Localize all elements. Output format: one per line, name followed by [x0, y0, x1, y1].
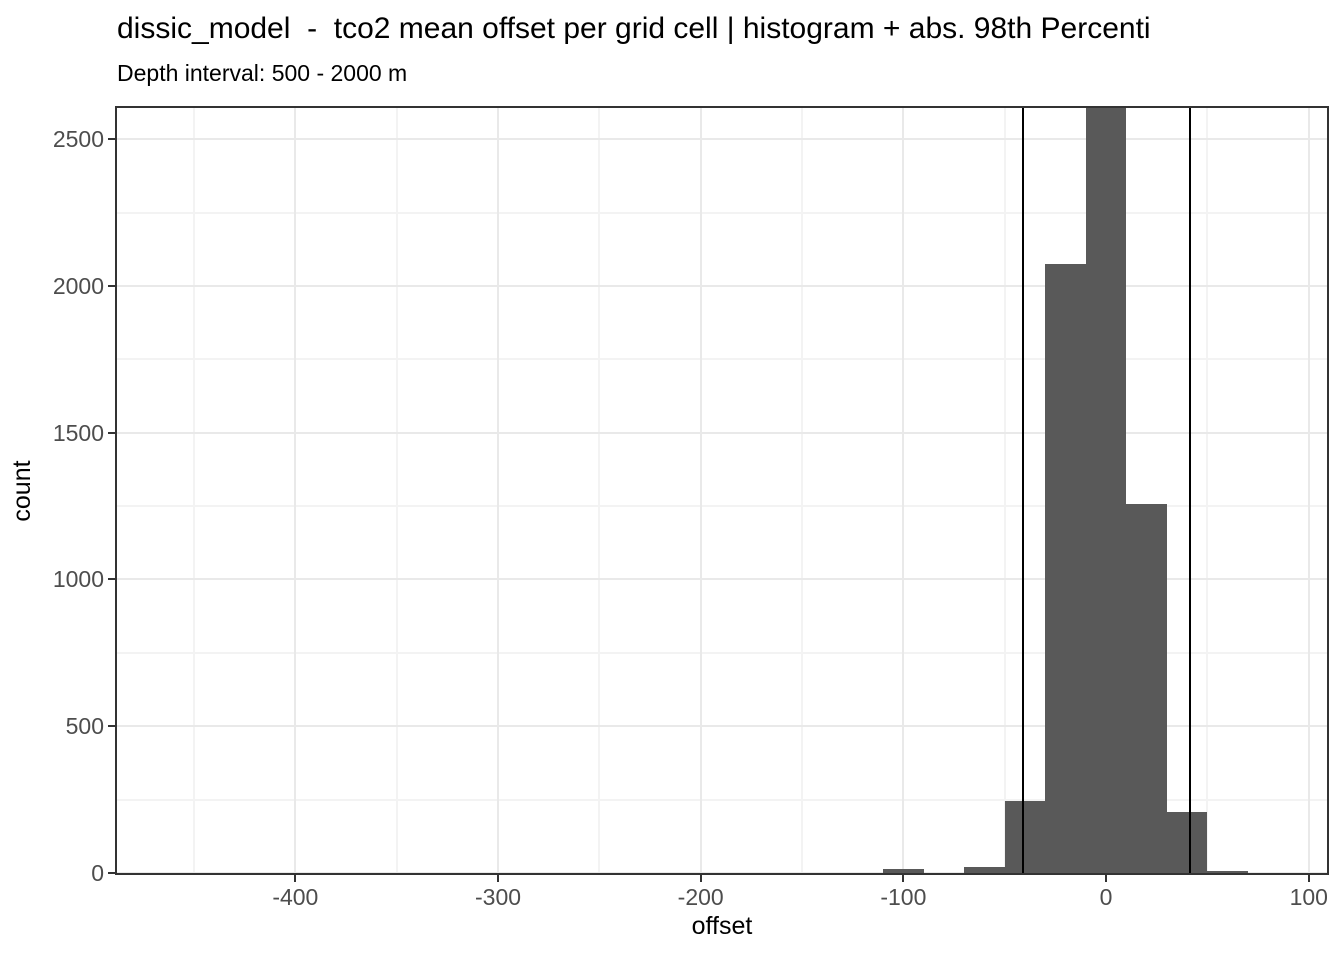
y-minor-gridline [117, 211, 1327, 214]
x-minor-gridline [801, 108, 804, 873]
x-minor-gridline [193, 108, 196, 873]
y-minor-gridline [117, 358, 1327, 361]
histogram-bar [1045, 264, 1086, 873]
y-tick-mark [108, 138, 115, 141]
y-major-gridline [117, 431, 1327, 434]
x-minor-gridline [598, 108, 601, 873]
y-tick-label: 0 [91, 860, 104, 886]
plot-subtitle: Depth interval: 500 - 2000 m [117, 60, 408, 86]
x-tick-mark [1105, 875, 1108, 882]
y-minor-gridline [117, 651, 1327, 654]
y-tick-label: 2500 [52, 126, 104, 153]
histogram-bar [1004, 801, 1046, 873]
x-tick-label: 0 [1099, 884, 1113, 910]
y-major-gridline [117, 138, 1327, 141]
y-minor-gridline [117, 798, 1327, 801]
x-minor-gridline [1206, 108, 1209, 873]
plot-title: dissic_model - tco2 mean offset per grid… [117, 12, 1151, 45]
x-major-gridline [497, 108, 500, 873]
percentile-vline [1188, 108, 1191, 873]
y-tick-mark [108, 872, 115, 874]
x-minor-gridline [1003, 108, 1006, 873]
x-tick-mark [699, 875, 702, 882]
histogram-bar [1166, 811, 1208, 873]
x-tick-mark [902, 875, 905, 882]
y-tick-label: 2000 [52, 272, 104, 299]
histogram-bar [964, 866, 1005, 873]
percentile-vline [1021, 108, 1024, 873]
x-major-gridline [1307, 108, 1310, 873]
y-major-gridline [117, 578, 1327, 581]
histogram-bar [1085, 108, 1127, 873]
x-tick-mark [497, 875, 500, 882]
y-major-gridline [117, 284, 1327, 287]
x-major-gridline [294, 108, 297, 873]
y-axis-title: count [8, 460, 36, 522]
x-major-gridline [902, 108, 905, 873]
x-tick-label: -300 [475, 884, 522, 910]
y-tick-mark [108, 431, 115, 434]
histogram-bar [883, 868, 924, 873]
y-tick-mark [108, 725, 115, 728]
y-tick-label: 500 [65, 713, 104, 740]
x-tick-label: -100 [880, 884, 927, 910]
x-tick-label: 100 [1289, 884, 1328, 910]
histogram-bar [1126, 504, 1167, 873]
x-tick-mark [1307, 875, 1310, 882]
x-tick-label: -400 [272, 884, 319, 910]
x-axis-title: offset [691, 912, 753, 940]
histogram-bar [1207, 870, 1248, 873]
x-minor-gridline [395, 108, 398, 873]
y-major-gridline [117, 725, 1327, 728]
x-major-gridline [699, 108, 702, 873]
y-tick-mark [108, 578, 115, 581]
x-tick-mark [294, 875, 297, 882]
x-tick-label: -200 [677, 884, 724, 910]
y-tick-mark [108, 284, 115, 287]
y-major-gridline [117, 872, 1327, 873]
y-minor-gridline [117, 505, 1327, 508]
chart-panel [115, 106, 1329, 875]
